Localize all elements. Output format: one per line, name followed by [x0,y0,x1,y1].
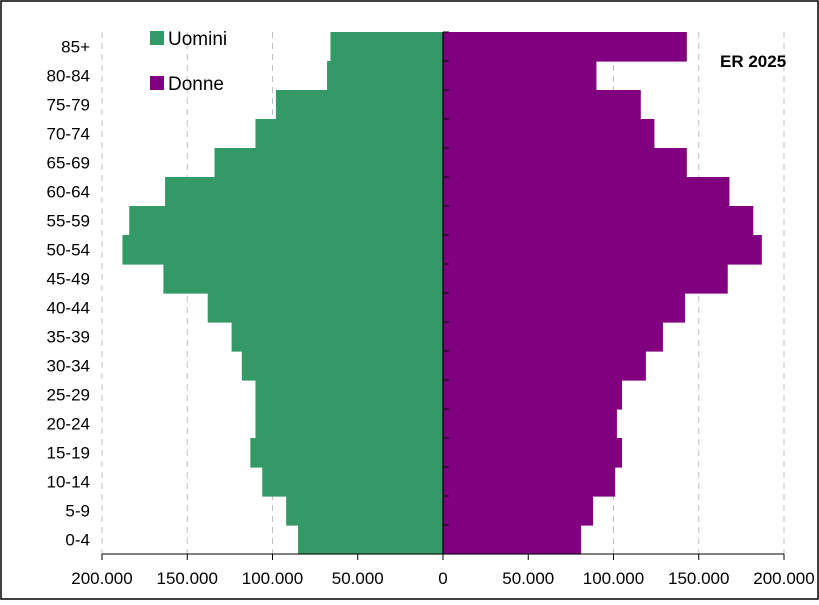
bar-donne-25-29 [443,380,623,410]
bar-uomini-65-69 [214,148,443,178]
x-tick-label: 150.000 [157,569,218,588]
bar-uomini-25-29 [255,380,443,410]
x-tick-label: 100.000 [583,569,644,588]
x-tick-label: 200.000 [71,569,132,588]
bar-uomini-15-19 [250,438,443,468]
legend-label-uomini: Uomini [168,29,227,50]
bar-donne-20-24 [443,409,617,439]
bar-uomini-10-14 [262,467,443,497]
bar-uomini-45-49 [163,264,443,294]
bar-uomini-70-74 [255,119,443,149]
bar-donne-10-14 [443,467,616,497]
axis-ticks [101,31,785,560]
y-tick-label: 75-79 [47,96,90,115]
bar-uomini-85+ [330,32,443,62]
bar-donne-40-44 [443,293,686,323]
bar-uomini-5-9 [286,496,443,526]
legend-label-donne: Donne [168,74,224,95]
y-tick-label: 5-9 [65,502,90,521]
y-tick-label: 45-49 [47,270,90,289]
y-tick-label: 10-14 [47,473,90,492]
x-tick-label: 100.000 [242,569,303,588]
bar-uomini-30-34 [241,351,443,381]
legend-swatch-uomini [150,31,164,45]
x-tick-label: 200.000 [753,569,814,588]
bar-uomini-50-54 [122,235,444,265]
bar-uomini-20-24 [255,409,443,439]
y-tick-label: 0-4 [65,531,90,550]
bar-uomini-75-79 [275,90,443,120]
y-tick-label: 20-24 [47,415,90,434]
legend: Uomini Donne [150,29,227,95]
bar-donne-55-59 [443,206,754,236]
y-tick-label: 15-19 [47,444,90,463]
y-tick-label: 70-74 [47,125,90,144]
bar-uomini-0-4 [298,525,443,555]
bar-donne-60-64 [443,177,730,207]
bar-uomini-35-39 [231,322,443,352]
bar-donne-80-84 [443,61,597,91]
x-tick-label: 150.000 [668,569,729,588]
bar-donne-50-54 [443,235,762,265]
bar-uomini-55-59 [129,206,443,236]
y-tick-label: 60-64 [47,183,90,202]
bar-uomini-40-44 [207,293,443,323]
chart-title: ER 2025 [720,52,786,71]
bar-donne-35-39 [443,322,663,352]
y-tick-label: 40-44 [47,299,90,318]
bar-donne-75-79 [443,90,641,120]
bar-donne-65-69 [443,148,687,178]
bars [122,32,762,555]
bar-donne-70-74 [443,119,655,149]
x-tick-label: 50.000 [502,569,554,588]
bar-donne-15-19 [443,438,623,468]
bar-donne-45-49 [443,264,728,294]
y-tick-labels: 0-4 5-9 10-14 15-19 20-24 25-29 30-34 35-39 40-4… [47,38,91,550]
x-tick-label: 0 [438,569,447,588]
y-tick-label: 80-84 [47,67,90,86]
y-tick-label: 55-59 [47,212,90,231]
y-tick-label: 85+ [61,38,90,57]
bar-donne-0-4 [443,525,582,555]
x-tick-label: 50.000 [332,569,384,588]
y-tick-label: 65-69 [47,154,90,173]
legend-swatch-donne [150,76,164,90]
bar-donne-30-34 [443,351,646,381]
y-tick-label: 35-39 [47,328,90,347]
bar-donne-85+ [443,32,687,62]
y-tick-label: 25-29 [47,386,90,405]
bar-donne-5-9 [443,496,594,526]
y-tick-label: 50-54 [47,241,90,260]
bar-uomini-80-84 [327,61,443,91]
bar-uomini-60-64 [165,177,443,207]
y-tick-label: 30-34 [47,357,90,376]
x-tick-labels: 200.000 150.000 100.000 50.000 0 50.000 100.00… [71,569,814,588]
